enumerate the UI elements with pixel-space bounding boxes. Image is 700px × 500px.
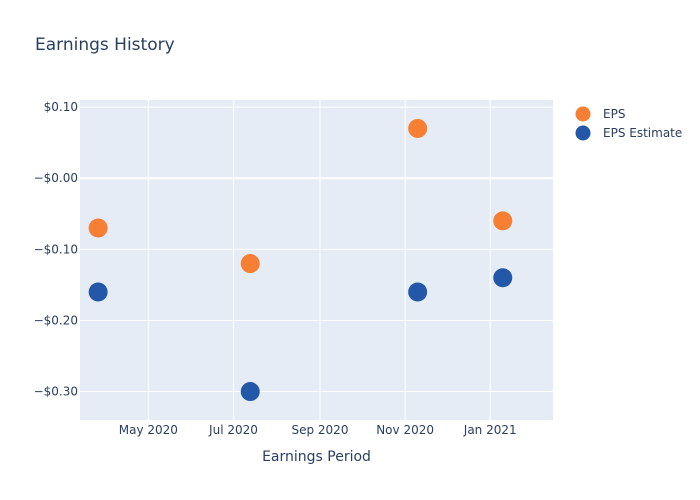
x-axis-title: Earnings Period [262, 449, 371, 465]
eps-point [240, 254, 260, 274]
legend: EPS EPS Estimate [575, 106, 682, 141]
y-tick-label: −$0.10 [34, 242, 78, 256]
legend-label: EPS [603, 107, 625, 121]
eps-estimate-point [408, 282, 428, 302]
y-tick-label: −$0.20 [34, 313, 78, 327]
eps-point [88, 218, 108, 238]
legend-label: EPS Estimate [603, 126, 682, 140]
x-tick-label: May 2020 [119, 423, 178, 437]
x-tick-label: Nov 2020 [376, 423, 434, 437]
chart-title: Earnings History [35, 35, 175, 55]
x-tick-label: Jul 2020 [208, 423, 258, 437]
y-tick-label: $0.10 [44, 100, 78, 114]
legend-marker [575, 106, 591, 122]
eps-estimate-point [240, 382, 260, 402]
y-axis-ticks: $0.10 −$0.00 −$0.10 −$0.20 −$0.30 [34, 100, 78, 398]
plot-area [80, 100, 553, 420]
grid-lines [80, 100, 553, 420]
x-axis-ticks: May 2020 Jul 2020 Sep 2020 Nov 2020 Jan 2021 [119, 423, 517, 437]
x-tick-label: Jan 2021 [463, 423, 517, 437]
eps-estimate-point [88, 282, 108, 302]
legend-marker [575, 125, 591, 141]
y-tick-label: −$0.30 [34, 385, 78, 399]
eps-point [493, 211, 513, 231]
data-points [88, 118, 513, 402]
eps-estimate-point [493, 268, 513, 288]
y-tick-label: −$0.00 [34, 171, 78, 185]
x-tick-label: Sep 2020 [291, 423, 348, 437]
eps-point [408, 118, 428, 138]
